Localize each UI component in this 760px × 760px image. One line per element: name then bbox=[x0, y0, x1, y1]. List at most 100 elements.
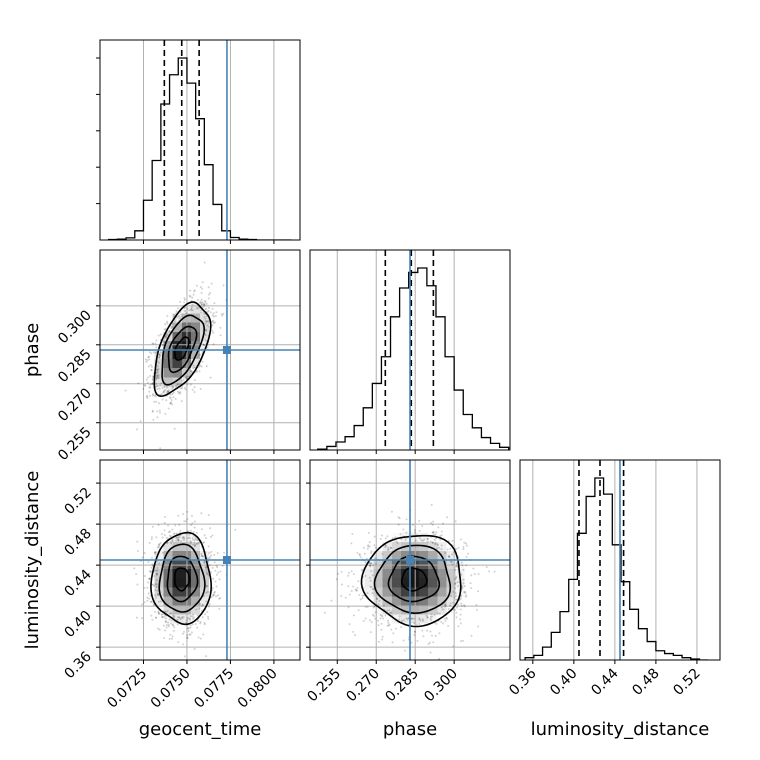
sample-point bbox=[193, 290, 196, 293]
sample-point bbox=[170, 619, 173, 622]
sample-point bbox=[391, 537, 394, 540]
sample-point bbox=[149, 374, 152, 377]
sample-point bbox=[169, 633, 172, 636]
sample-point bbox=[187, 627, 190, 630]
sample-point bbox=[449, 560, 452, 563]
sample-point bbox=[404, 539, 407, 542]
sample-point bbox=[184, 309, 187, 312]
sample-point bbox=[182, 378, 185, 381]
sample-point bbox=[191, 522, 194, 525]
panel-frame bbox=[309, 249, 511, 451]
sample-point bbox=[454, 520, 457, 523]
sample-point bbox=[199, 603, 202, 606]
sample-point bbox=[190, 542, 193, 545]
sample-point bbox=[145, 395, 148, 398]
sample-point bbox=[168, 330, 171, 333]
sample-point bbox=[145, 378, 148, 381]
sample-point bbox=[151, 342, 154, 345]
sample-point bbox=[434, 634, 437, 637]
sample-point bbox=[158, 543, 161, 546]
sample-point bbox=[192, 367, 195, 370]
sample-point bbox=[384, 537, 387, 540]
sample-point bbox=[462, 548, 465, 551]
sample-point bbox=[435, 531, 438, 534]
sample-point bbox=[178, 392, 181, 395]
sample-point bbox=[406, 618, 409, 621]
sample-point bbox=[370, 551, 373, 554]
sample-point bbox=[146, 359, 149, 362]
sample-point bbox=[447, 554, 450, 557]
sample-point bbox=[182, 630, 185, 633]
sample-point bbox=[350, 570, 353, 573]
sample-point bbox=[162, 616, 165, 619]
sample-point bbox=[449, 595, 452, 598]
sample-point bbox=[205, 591, 208, 594]
sample-point bbox=[400, 538, 403, 541]
sample-point bbox=[171, 637, 174, 640]
sample-point bbox=[203, 560, 206, 563]
sample-point bbox=[355, 589, 358, 592]
sample-point bbox=[381, 615, 384, 618]
sample-point bbox=[381, 552, 384, 555]
sample-point bbox=[204, 308, 207, 311]
sample-point bbox=[454, 598, 457, 601]
sample-point bbox=[382, 617, 385, 620]
sample-point bbox=[141, 603, 144, 606]
sample-point bbox=[454, 608, 457, 611]
sample-point bbox=[188, 309, 191, 312]
sample-point bbox=[180, 313, 183, 316]
sample-point bbox=[199, 301, 202, 304]
sample-point bbox=[201, 281, 204, 284]
sample-point bbox=[153, 584, 156, 587]
sample-point bbox=[209, 527, 212, 530]
sample-point bbox=[200, 309, 203, 312]
sample-point bbox=[172, 615, 175, 618]
sample-point bbox=[194, 538, 197, 541]
sample-point bbox=[153, 400, 156, 403]
grid-1-1 bbox=[336, 250, 455, 450]
sample-point bbox=[359, 598, 362, 601]
sample-point bbox=[164, 323, 167, 326]
sample-point bbox=[146, 586, 149, 589]
sample-point bbox=[192, 535, 195, 538]
sample-point bbox=[182, 539, 185, 542]
sample-point bbox=[177, 383, 180, 386]
sample-point bbox=[457, 625, 460, 628]
sample-point bbox=[166, 610, 169, 613]
sample-point bbox=[438, 612, 441, 615]
sample-point bbox=[212, 315, 215, 318]
sample-point bbox=[347, 574, 350, 577]
sample-point bbox=[201, 616, 204, 619]
sample-point bbox=[158, 409, 161, 412]
sample-point bbox=[438, 657, 441, 660]
sample-point bbox=[158, 353, 161, 356]
sample-point bbox=[157, 610, 160, 613]
sample-point bbox=[205, 320, 208, 323]
sample-point bbox=[152, 351, 155, 354]
sample-point bbox=[455, 565, 458, 568]
sample-point bbox=[201, 350, 204, 353]
sample-point bbox=[217, 571, 220, 574]
sample-point bbox=[213, 591, 216, 594]
sample-point bbox=[204, 322, 207, 325]
sample-point bbox=[169, 402, 172, 405]
sample-point bbox=[436, 612, 439, 615]
sample-point bbox=[157, 627, 160, 630]
sample-point bbox=[377, 603, 380, 606]
sample-point bbox=[187, 530, 190, 533]
sample-point bbox=[170, 401, 173, 404]
sample-point bbox=[460, 602, 463, 605]
sample-point bbox=[181, 379, 184, 382]
sample-point bbox=[395, 540, 398, 543]
sample-point bbox=[208, 293, 211, 296]
sample-point bbox=[402, 528, 405, 531]
sample-point bbox=[371, 592, 374, 595]
contour-line bbox=[373, 544, 452, 615]
sample-point bbox=[209, 570, 212, 573]
sample-point bbox=[181, 632, 184, 635]
sample-point bbox=[337, 572, 340, 575]
sample-point bbox=[145, 360, 148, 363]
sample-point bbox=[465, 542, 468, 545]
sample-point bbox=[151, 381, 154, 384]
sample-point bbox=[154, 589, 157, 592]
